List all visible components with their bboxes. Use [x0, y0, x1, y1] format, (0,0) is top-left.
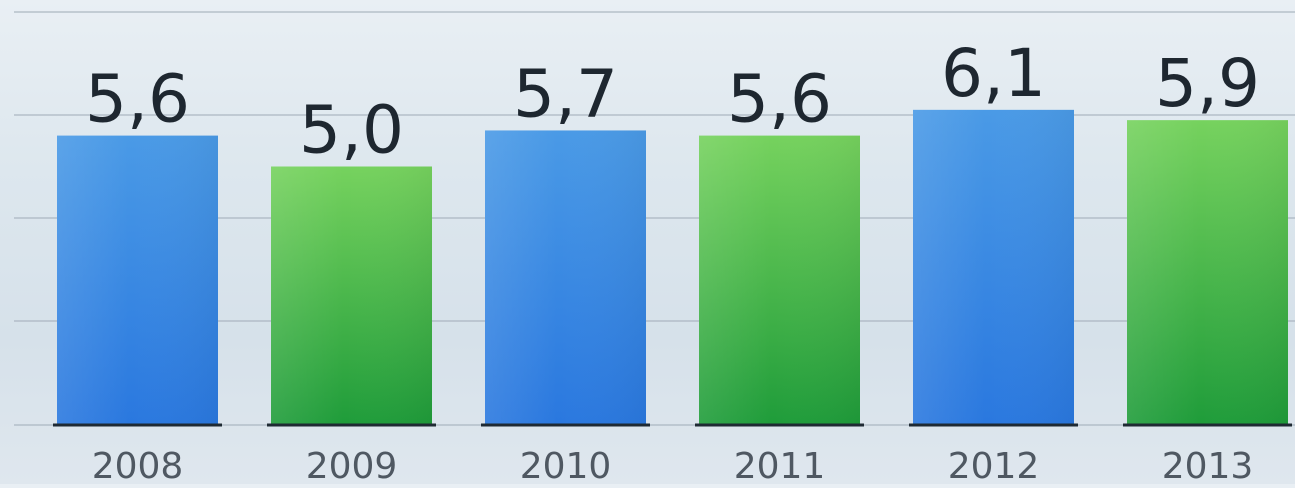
- bar-sheen-2012: [913, 109, 1074, 424]
- value-label-2008: 5,6: [85, 61, 190, 138]
- x-tick-label-2011: 2011: [734, 446, 826, 484]
- value-label-2009: 5,0: [299, 92, 404, 169]
- value-label-2010: 5,7: [513, 55, 618, 132]
- value-label-2013: 5,9: [1155, 45, 1260, 122]
- bar-sheen-2009: [271, 166, 432, 424]
- x-tick-label-2013: 2013: [1162, 446, 1254, 484]
- bars: [57, 109, 1288, 425]
- bar-sheen-2011: [699, 135, 860, 424]
- x-tick-label-2009: 2009: [306, 446, 398, 484]
- bar-sheen-2008: [57, 135, 218, 424]
- x-tick-label-2008: 2008: [92, 446, 184, 484]
- bar-sheen-2013: [1127, 120, 1288, 425]
- value-labels: 5,6 5,0 5,7 5,6 6,1 5,9: [85, 35, 1260, 169]
- x-tick-label-2012: 2012: [948, 446, 1040, 484]
- gridlines: [14, 11, 1295, 426]
- bar-sheen-2010: [485, 130, 646, 424]
- value-label-2011: 5,6: [727, 61, 832, 138]
- x-tick-labels: 2008 2009 2010 2011 2012 2013: [92, 446, 1254, 487]
- x-tick-label-2010: 2010: [520, 446, 612, 484]
- value-label-2012: 6,1: [941, 35, 1046, 112]
